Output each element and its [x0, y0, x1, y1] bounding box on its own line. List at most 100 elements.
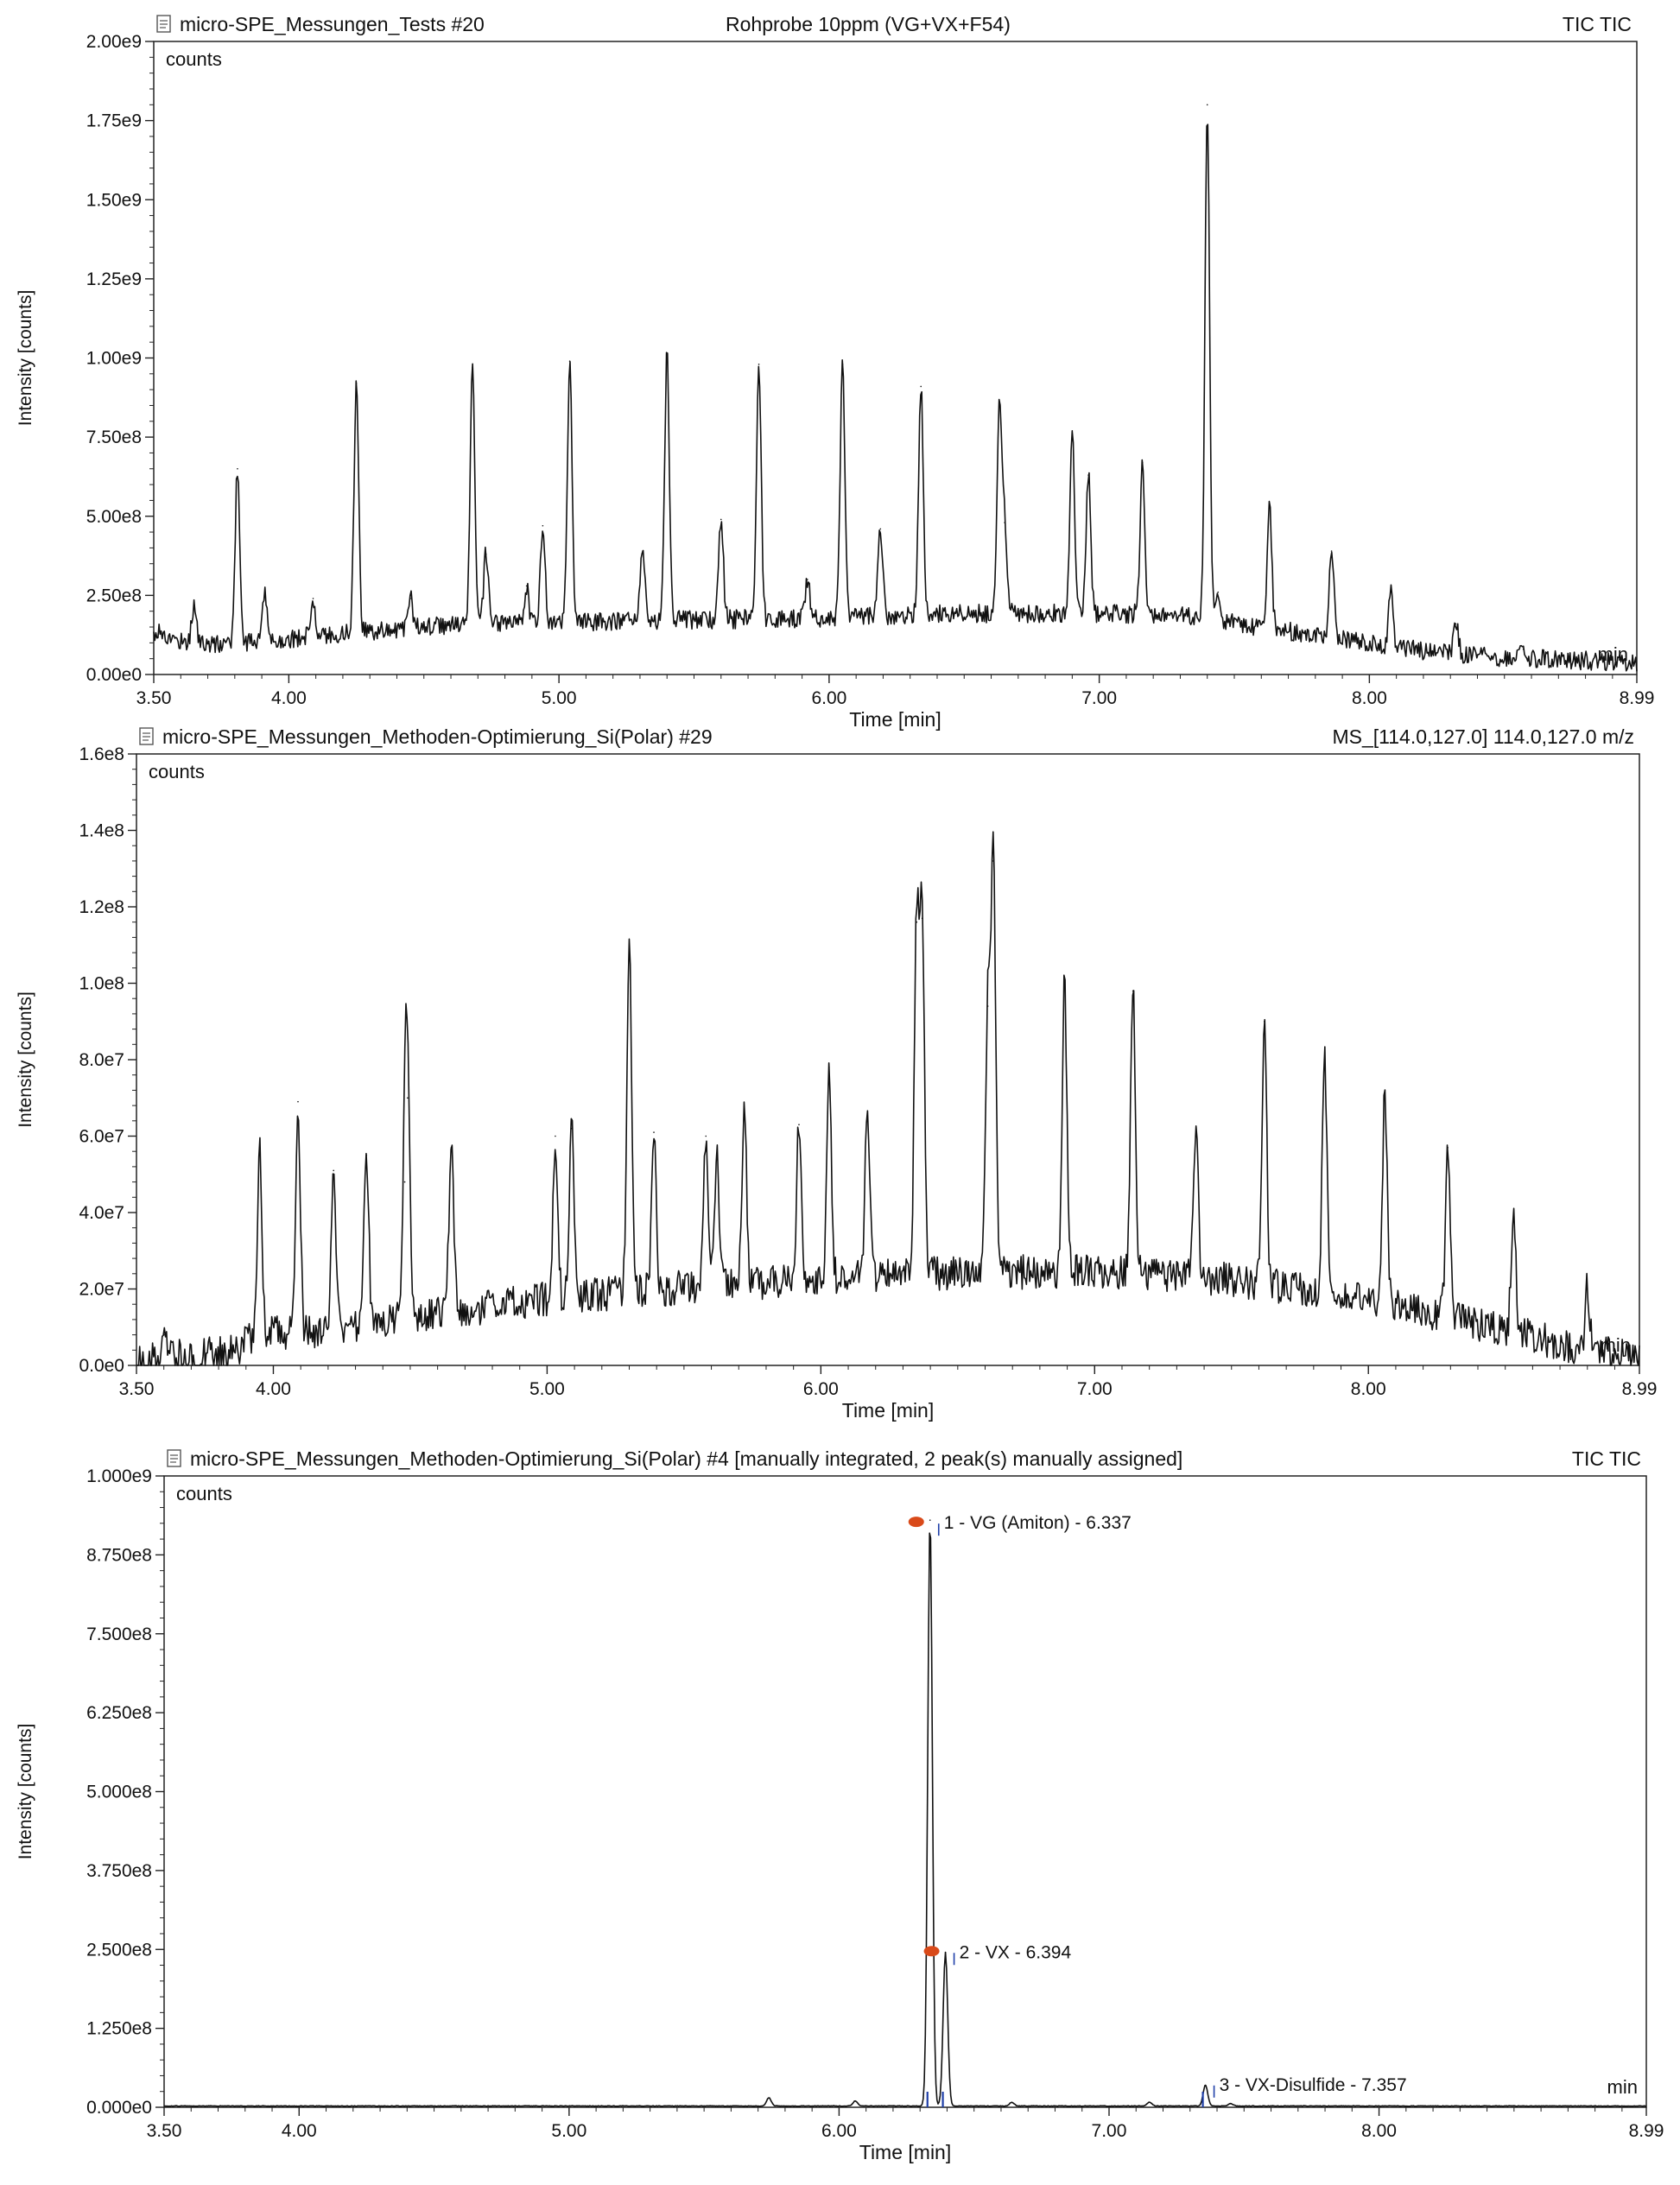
peak-point: [1071, 429, 1074, 432]
y-tick-label: 2.50e8: [86, 586, 142, 605]
peak-point: [1447, 1146, 1449, 1149]
peak-point: [485, 553, 487, 555]
x-axis-label: Time [min]: [859, 2141, 952, 2163]
peak-point: [263, 594, 266, 597]
y-tick-label: 3.750e8: [86, 1861, 152, 1881]
y-tick-label: 1.2e8: [79, 897, 124, 917]
peak-point: [1206, 104, 1208, 106]
x-tick-label: 8.00: [1361, 2121, 1397, 2141]
y-axis-label: Intensity [counts]: [16, 991, 35, 1128]
y-tick-label: 5.000e8: [86, 1783, 152, 1802]
peak-point: [193, 604, 195, 606]
peak-point: [854, 2100, 856, 2102]
counts-label: counts: [149, 761, 205, 782]
y-tick-label: 1.250e8: [86, 2019, 152, 2039]
chart-title: micro-SPE_Messungen_Methoden-Optimierung…: [162, 725, 713, 748]
peak-point: [828, 1067, 830, 1068]
trace-label: TIC TIC: [1572, 1447, 1641, 1470]
y-tick-label: 4.0e7: [79, 1203, 124, 1223]
x-tick-label: 8.00: [1351, 1379, 1386, 1399]
peak-point: [1004, 522, 1005, 523]
y-tick-label: 0.00e0: [86, 665, 142, 685]
chart-panel-3: micro-SPE_Messungen_Methoden-Optimierung…: [16, 1447, 1664, 2163]
document-icon: [139, 727, 154, 745]
x-tick-label: 8.99: [1629, 2121, 1664, 2141]
peak-point: [365, 1154, 368, 1156]
peak-point: [1586, 1288, 1588, 1290]
y-tick-label: 8.0e7: [79, 1050, 124, 1070]
peak-point: [758, 364, 760, 365]
peak-point: [409, 598, 411, 599]
y-tick-label: 1.6e8: [79, 744, 124, 764]
x-tick-label: 3.50: [147, 2121, 182, 2141]
y-tick-label: 1.4e8: [79, 821, 124, 841]
x-tick-label: 6.00: [803, 1379, 839, 1399]
chromatogram-trace: [136, 831, 1640, 1366]
peak-point: [1512, 1212, 1515, 1213]
peak-point: [720, 518, 722, 521]
y-tick-label: 0.000e0: [86, 2098, 152, 2118]
peak-point: [743, 1108, 745, 1111]
x-axis-label: Time [min]: [842, 1399, 935, 1422]
peak-point: [768, 2097, 770, 2099]
peak-point: [571, 1127, 573, 1130]
peak-point: [1263, 1020, 1265, 1023]
peak-point: [1132, 990, 1134, 992]
peak-point: [472, 366, 473, 369]
y-tick-label: 1.0e8: [79, 974, 124, 994]
y-tick-label: 7.500e8: [86, 1624, 152, 1644]
x-tick-label: 7.00: [1092, 2121, 1127, 2141]
peak-point: [1195, 1135, 1197, 1137]
plot-frame: [163, 1475, 1647, 2108]
chart-title: micro-SPE_Messungen_Tests #20: [180, 13, 485, 35]
peak-point: [355, 383, 358, 384]
peak-point: [705, 1135, 707, 1137]
peak-point: [798, 1124, 800, 1126]
plot-frame: [153, 41, 1638, 675]
x-tick-label: 7.00: [1081, 688, 1117, 708]
x-axis-label: Time [min]: [849, 708, 941, 731]
x-tick-label: 5.00: [529, 1379, 565, 1399]
x-tick-label: 6.00: [811, 688, 846, 708]
y-tick-label: 1.75e9: [86, 111, 142, 131]
peak-point: [653, 1131, 655, 1133]
peak-point: [1323, 1059, 1326, 1061]
y-tick-label: 6.0e7: [79, 1127, 124, 1147]
y-tick-label: 6.250e8: [86, 1703, 152, 1723]
peak-point: [1149, 2101, 1151, 2103]
y-axis-label: Intensity [counts]: [16, 1724, 35, 1860]
y-tick-label: 2.00e9: [86, 32, 142, 52]
y-tick-label: 1.00e9: [86, 349, 142, 369]
y-tick-label: 7.50e8: [86, 428, 142, 447]
peak-point: [1330, 550, 1333, 552]
peak-annotation: 2 - VX - 6.394: [960, 1942, 1072, 1962]
trace-label: TIC TIC: [1563, 13, 1632, 35]
trace-label: MS_[114.0,127.0] 114.0,127.0 m/z: [1333, 725, 1635, 748]
peak-point: [237, 467, 238, 470]
peak-point: [1390, 591, 1392, 593]
manual-assignment-marker: [908, 1517, 924, 1528]
chart-title: micro-SPE_Messungen_Methoden-Optimierung…: [190, 1447, 1182, 1470]
peak-point: [312, 598, 314, 599]
peak-point: [403, 1181, 406, 1183]
y-tick-label: 1.000e9: [86, 1466, 152, 1486]
peak-point: [992, 860, 994, 862]
document-icon: [167, 1449, 181, 1467]
peak-point: [879, 528, 882, 530]
x-tick-label: 6.00: [821, 2121, 857, 2141]
peak-point: [158, 629, 161, 631]
x-tick-label: 7.00: [1077, 1379, 1113, 1399]
peak-point: [162, 1333, 165, 1336]
x-tick-label: 5.00: [542, 688, 577, 708]
y-tick-label: 2.0e7: [79, 1280, 124, 1300]
x-tick-label: 3.50: [119, 1379, 155, 1399]
peak-point: [1268, 505, 1271, 508]
peak-point: [555, 1135, 556, 1137]
y-tick-label: 1.50e9: [86, 190, 142, 210]
document-icon: [156, 15, 171, 33]
x-tick-label: 4.00: [282, 2121, 317, 2141]
peak-point: [866, 1112, 869, 1114]
peak-annotation: 3 - VX-Disulfide - 7.357: [1220, 2075, 1407, 2095]
peak-point: [333, 1169, 334, 1172]
peak-point: [628, 944, 631, 947]
